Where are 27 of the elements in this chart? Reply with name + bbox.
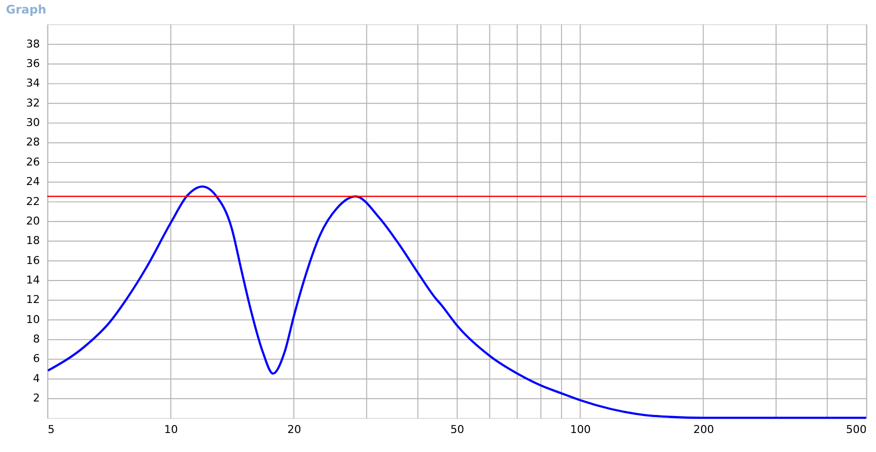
x-tick-label: 10 bbox=[164, 423, 178, 436]
x-tick-label: 200 bbox=[693, 423, 714, 436]
y-tick-label: 38 bbox=[26, 37, 40, 50]
x-tick-label: 20 bbox=[287, 423, 302, 436]
y-tick-label: 20 bbox=[26, 214, 40, 228]
x-tick-label: 500 bbox=[846, 423, 867, 436]
y-tick-label: 2 bbox=[32, 392, 40, 405]
x-tick-label: 5 bbox=[48, 423, 55, 436]
y-tick-label: 4 bbox=[32, 372, 40, 385]
y-tick-label: 30 bbox=[26, 116, 40, 130]
y-tick-label: 34 bbox=[26, 76, 40, 90]
y-tick-label: 6 bbox=[32, 352, 40, 366]
y-tick-label: 22 bbox=[26, 194, 40, 208]
y-tick-label: 26 bbox=[26, 155, 40, 168]
y-tick-label: 14 bbox=[26, 274, 40, 286]
y-tick-label: 36 bbox=[26, 56, 40, 70]
y-tick-label: 10 bbox=[26, 312, 40, 326]
y-tick-label: 8 bbox=[32, 332, 40, 346]
x-tick-label: 100 bbox=[570, 423, 591, 436]
chart-title: Graph bbox=[6, 2, 46, 16]
x-tick-label: 50 bbox=[450, 423, 464, 436]
y-tick-label: 28 bbox=[26, 136, 40, 149]
y-tick-label: 32 bbox=[26, 96, 40, 110]
y-tick-label: 24 bbox=[26, 175, 40, 188]
y-tick-label: 12 bbox=[26, 293, 40, 306]
y-tick-label: 16 bbox=[26, 254, 40, 267]
y-tick-label: 18 bbox=[26, 234, 40, 248]
